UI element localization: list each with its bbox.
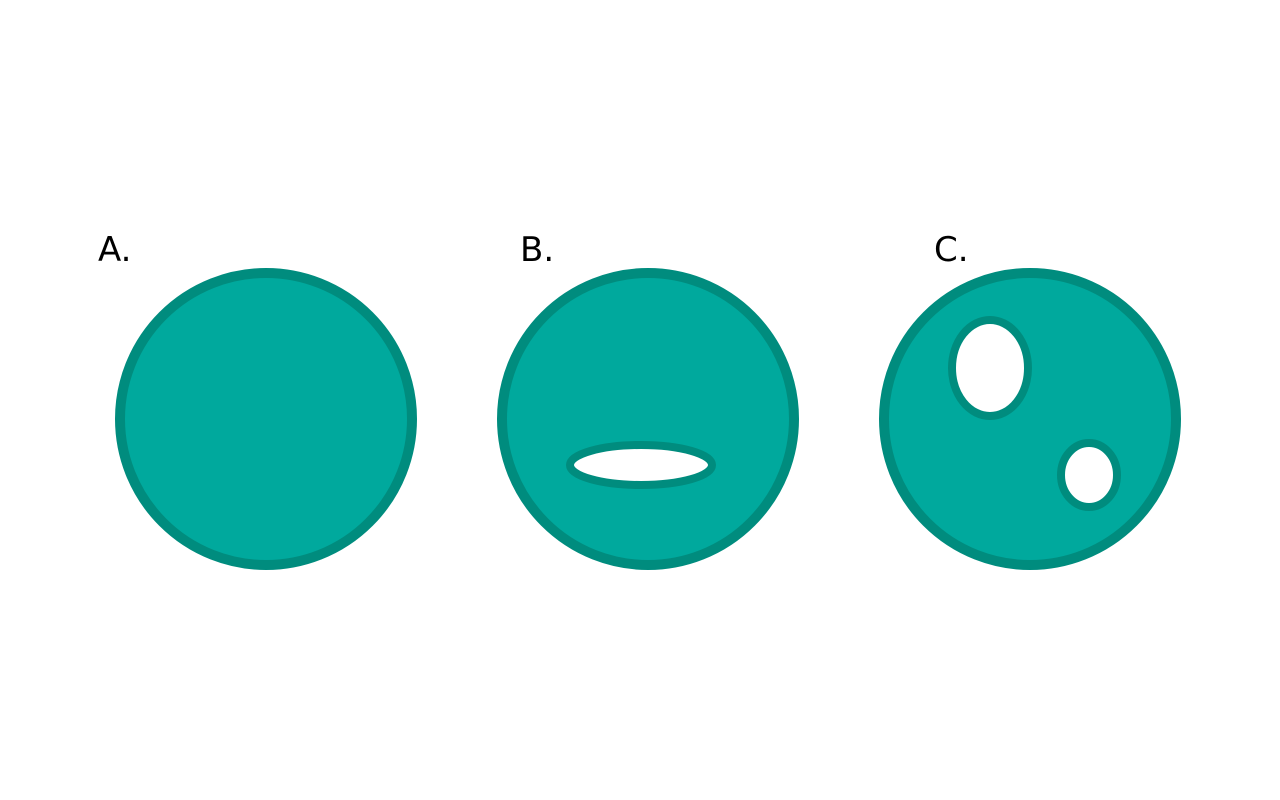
- panel-a-label: A.: [98, 230, 131, 270]
- panel-a: A.: [98, 230, 417, 570]
- disk-b: [497, 268, 799, 570]
- disk-c: [879, 268, 1181, 570]
- panel-c-label: C.: [934, 230, 969, 270]
- panel-c: C.: [879, 230, 1181, 570]
- panel-b-label: B.: [520, 230, 554, 270]
- hole-c-1: [948, 316, 1032, 420]
- hole-b-1: [566, 441, 716, 489]
- hole-c-2: [1057, 439, 1121, 511]
- disk-a: [115, 268, 417, 570]
- panel-b: B.: [497, 230, 799, 570]
